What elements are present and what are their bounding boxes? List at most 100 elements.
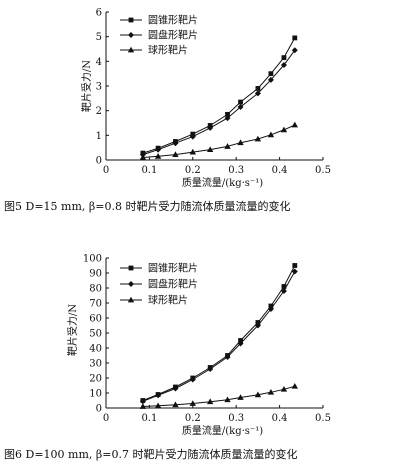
y-tick-label: 0 xyxy=(96,404,102,415)
legend-entry: 圆盘形靶片 xyxy=(120,29,198,42)
data-point xyxy=(254,135,262,142)
data-point xyxy=(172,385,179,392)
data-point xyxy=(280,385,288,392)
data-point xyxy=(154,402,162,409)
legend-marker xyxy=(128,32,134,38)
x-tick-label: 0 xyxy=(103,413,109,424)
data-point xyxy=(291,121,298,128)
legend-label: 圆锥形靶片 xyxy=(148,14,198,27)
data-point xyxy=(237,394,244,400)
data-point xyxy=(267,388,275,395)
data-point xyxy=(224,143,231,149)
data-point xyxy=(172,140,179,147)
data-point xyxy=(268,303,274,309)
y-axis-label: 靶片受力/N xyxy=(66,304,79,356)
data-point xyxy=(237,103,244,110)
y-tick-label: 70 xyxy=(89,299,102,310)
series-diamond xyxy=(139,47,298,158)
legend-label: 圆锥形靶片 xyxy=(148,262,198,275)
data-point xyxy=(155,146,162,153)
x-tick-label: 0 xyxy=(103,165,109,176)
data-point xyxy=(281,55,287,61)
x-axis-label: 质量流量/(kg·s⁻¹) xyxy=(182,424,263,437)
data-point xyxy=(292,35,298,41)
legend-marker xyxy=(127,296,135,303)
data-point xyxy=(207,124,214,131)
data-point xyxy=(281,284,287,289)
data-point xyxy=(189,376,196,383)
data-point xyxy=(139,154,147,160)
legend-label: 圆盘形靶片 xyxy=(148,29,198,42)
y-tick-label: 0 xyxy=(96,156,102,167)
data-point xyxy=(255,86,261,91)
x-tick-label: 0.3 xyxy=(228,165,244,176)
y-tick-label: 20 xyxy=(89,374,102,385)
legend-entry: 圆锥形靶片 xyxy=(120,14,198,27)
y-tick-label: 60 xyxy=(89,314,102,325)
series-triangle xyxy=(139,121,298,160)
data-point xyxy=(268,71,274,77)
data-point xyxy=(139,398,146,405)
data-point xyxy=(291,382,298,389)
data-point xyxy=(292,263,298,268)
data-point xyxy=(267,306,274,312)
data-point xyxy=(189,400,196,406)
data-point xyxy=(254,90,261,97)
data-point xyxy=(225,111,230,117)
data-point xyxy=(224,396,231,403)
figure-caption: 图6 D=100 mm, β=0.7 时靶片受力随流体质量流量的变化 xyxy=(4,447,297,461)
data-point xyxy=(207,366,214,372)
data-point xyxy=(155,392,162,399)
y-tick-label: 10 xyxy=(89,389,102,400)
x-tick-label: 0.1 xyxy=(141,413,157,424)
data-point xyxy=(291,268,298,275)
data-point xyxy=(267,131,275,138)
y-tick-label: 50 xyxy=(89,329,102,340)
series-line xyxy=(142,271,296,402)
x-tick-label: 0.5 xyxy=(315,413,331,424)
data-point xyxy=(280,126,288,133)
data-point xyxy=(224,354,231,360)
chart-1: 0 1 2 3 4 5 6 0 0.1 0.2 0.3 0.4 0.5 靶片受力/N 质量流量/(kg·s⁻… xyxy=(4,8,331,214)
figure-caption: 图5 D=15 mm, β=0.8 时靶片受力随流体质量流量的变化 xyxy=(4,199,290,213)
y-tick-label: 1 xyxy=(96,131,102,142)
legend-marker xyxy=(128,281,134,287)
data-point xyxy=(154,153,162,159)
y-axis-label: 靶片受力/N xyxy=(80,60,93,112)
data-point xyxy=(237,340,244,347)
legend-entry: 圆锥形靶片 xyxy=(120,262,198,275)
data-point xyxy=(189,133,196,140)
data-point xyxy=(254,322,261,329)
data-point xyxy=(172,151,179,157)
legend-marker xyxy=(128,17,134,23)
y-tick-label: 3 xyxy=(96,82,102,93)
y-tick-label: 30 xyxy=(89,359,102,370)
chart-2: 0 10 20 30 40 50 60 70 80 90 100 0 0.1 0.2 0.3 0.4 0.5 靶片… xyxy=(4,254,331,462)
x-tick-label: 0.2 xyxy=(185,413,201,424)
data-point xyxy=(238,338,243,343)
data-point xyxy=(206,398,214,405)
series-line xyxy=(142,385,295,407)
data-point xyxy=(291,47,298,54)
legend-label: 球形靶片 xyxy=(148,44,188,57)
x-tick-label: 0.4 xyxy=(272,413,288,424)
data-point xyxy=(237,139,244,146)
legend-entry: 圆盘形靶片 xyxy=(120,278,198,291)
x-tick-label: 0.4 xyxy=(272,165,288,176)
legend-marker xyxy=(127,46,135,53)
y-tick-label: 5 xyxy=(96,32,102,43)
y-tick-label: 100 xyxy=(83,254,102,265)
data-point xyxy=(280,62,287,69)
legend-entry: 球形靶片 xyxy=(120,44,188,57)
data-point xyxy=(254,391,262,398)
data-point xyxy=(238,99,243,105)
legend-marker xyxy=(128,265,134,271)
x-tick-label: 0.2 xyxy=(185,165,201,176)
y-tick-label: 2 xyxy=(96,106,102,117)
series-line xyxy=(142,124,296,158)
data-point xyxy=(267,76,274,83)
data-point xyxy=(280,288,287,294)
y-tick-label: 90 xyxy=(89,269,102,280)
series-triangle xyxy=(139,382,298,409)
